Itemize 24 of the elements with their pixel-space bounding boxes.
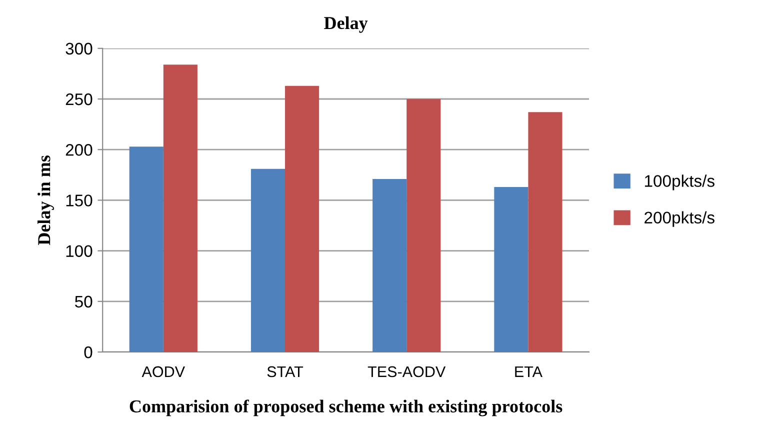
bar — [372, 178, 407, 352]
legend-label: 100pkts/s — [645, 174, 714, 190]
x-tick-label: ETA — [515, 366, 542, 377]
y-tick-label: 300 — [66, 42, 92, 55]
legend-label: 200pkts/s — [644, 211, 714, 227]
x-axis-title: Comparision of proposed scheme with existing protocols — [130, 400, 562, 416]
bar — [285, 86, 320, 352]
bar — [494, 187, 528, 352]
y-axis-title: Delay in ms — [38, 156, 54, 246]
y-tick-label: 0 — [84, 346, 92, 358]
x-tick-label: STAT — [267, 366, 304, 378]
bar — [528, 112, 562, 352]
bar — [163, 64, 198, 352]
y-tick-label: 50 — [75, 296, 92, 308]
y-tick-label: 200 — [66, 144, 92, 156]
chart-title: Delay — [324, 16, 368, 33]
x-tick-label: TES-AODV — [368, 366, 446, 378]
y-tick-label: 150 — [66, 194, 92, 206]
bar — [406, 99, 441, 352]
y-tick-label: 100 — [66, 245, 92, 258]
y-tick-label: 250 — [66, 93, 92, 106]
bar — [250, 168, 285, 352]
x-tick-label: AODV — [142, 366, 185, 378]
bar — [129, 146, 164, 352]
